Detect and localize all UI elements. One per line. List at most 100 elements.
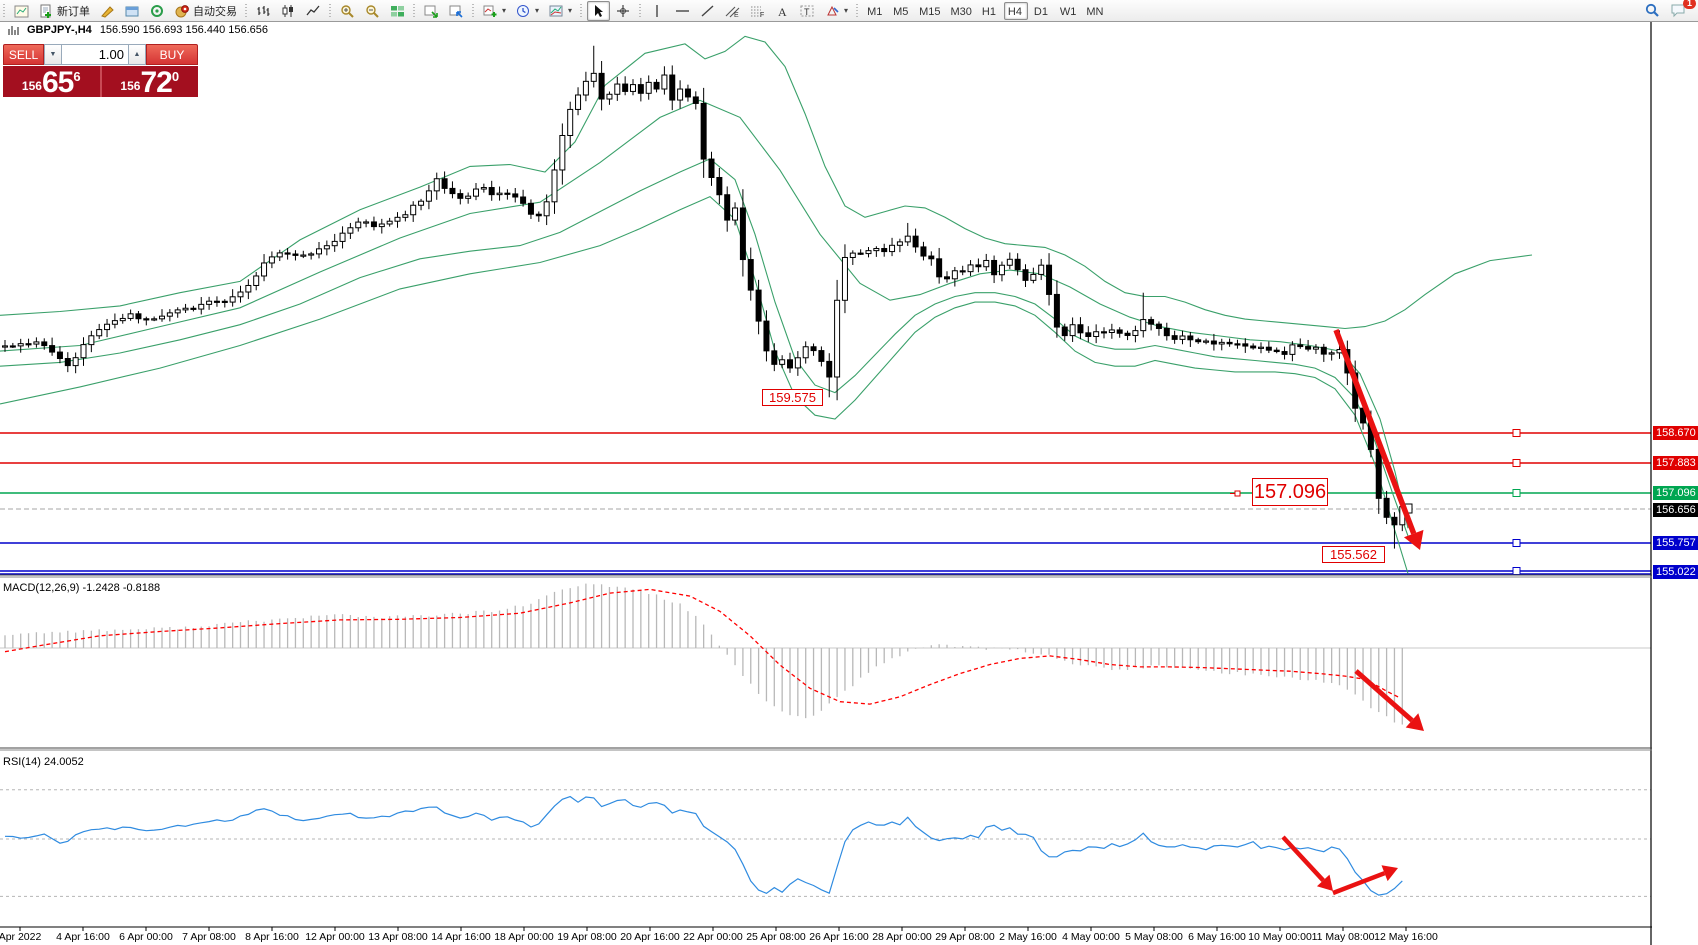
cursor-button[interactable]	[587, 0, 611, 21]
tf-d1-button[interactable]: D1	[1033, 5, 1048, 18]
toolbar-group-chart-type	[251, 1, 326, 21]
symbol-title: GBPJPY-,H4	[27, 24, 92, 36]
time-tick: 20 Apr 16:00	[620, 931, 680, 943]
trendline-button[interactable]	[696, 1, 719, 21]
candlestick-icon	[281, 4, 296, 18]
chevron-down-icon[interactable]: ▾	[502, 6, 507, 15]
tf-m1-button[interactable]: M1	[867, 5, 883, 18]
tile-windows-button[interactable]	[386, 1, 409, 21]
zoom-in-button[interactable]	[336, 1, 359, 21]
time-tick: 22 Apr 00:00	[683, 931, 743, 943]
tf-h1-button[interactable]: H1	[981, 5, 996, 18]
line-chart-button[interactable]	[302, 1, 325, 21]
bar-chart-icon	[256, 4, 271, 18]
buy-button[interactable]: BUY	[146, 44, 198, 65]
svg-text:E: E	[734, 12, 739, 18]
fibonacci-button[interactable]: F	[746, 1, 769, 21]
shapes-button[interactable]: ▾	[821, 1, 852, 21]
time-tick: 12 Apr 00:00	[305, 931, 365, 943]
templates-button[interactable]: ▾	[545, 1, 576, 21]
tf-m5-button[interactable]: M5	[893, 5, 909, 18]
tf-h4-button[interactable]: H4	[1003, 1, 1028, 20]
toolbar-group-grip[interactable]	[328, 3, 333, 18]
text-button[interactable]: A	[771, 1, 794, 21]
arrange-windows-button[interactable]	[445, 1, 468, 21]
toolbar-group-grip[interactable]	[855, 3, 861, 18]
time-tick: 25 Apr 08:00	[746, 931, 806, 943]
horizontal-line-button[interactable]	[671, 1, 694, 21]
svg-text:T: T	[804, 7, 810, 17]
time-tick: 2 May 16:00	[999, 931, 1057, 943]
autotrade-button[interactable]: 自动交易	[171, 1, 241, 21]
chevron-down-icon[interactable]: ▾	[844, 6, 849, 15]
text-icon: A	[775, 4, 790, 18]
toolbar-group-standard: 新订单 自动交易	[9, 1, 242, 21]
auto-arrange-button[interactable]	[420, 1, 443, 21]
toolbar-group-grip[interactable]	[2, 3, 7, 18]
volume-input[interactable]	[62, 44, 128, 65]
volume-down-button[interactable]: ▼	[44, 44, 62, 65]
market-watch-button[interactable]	[146, 1, 169, 21]
toolbar-group-grip[interactable]	[244, 3, 249, 18]
volume-up-button[interactable]: ▲	[128, 44, 146, 65]
price-badge: 158.670	[1653, 426, 1698, 440]
zoom-out-button[interactable]	[361, 1, 384, 21]
tf-mn-button[interactable]: MN	[1086, 5, 1104, 18]
time-tick: 6 May 16:00	[1188, 931, 1246, 943]
notification-badge: 1	[1682, 0, 1696, 9]
time-tick: Apr 2022	[0, 931, 42, 943]
toolbar-group-pointer	[586, 0, 636, 21]
time-tick: 11 May 08:00	[1311, 931, 1375, 943]
notifications-button[interactable]: 1	[1666, 0, 1696, 21]
buy-price[interactable]: 156 72 0	[120, 66, 180, 99]
candlestick-chart-button[interactable]	[277, 1, 300, 21]
toolbar-group-grip[interactable]	[579, 3, 585, 18]
tf-m15-button[interactable]: M15	[919, 5, 941, 18]
chevron-down-icon[interactable]: ▾	[535, 6, 540, 15]
autotrade-icon	[175, 4, 190, 18]
styler-icon	[100, 4, 115, 18]
periods-button[interactable]: ▾	[512, 1, 543, 21]
time-tick: 26 Apr 16:00	[809, 931, 869, 943]
chart-window-button[interactable]	[10, 1, 33, 21]
profiles-button[interactable]	[121, 1, 144, 21]
search-icon	[1644, 3, 1660, 18]
autotrade-label: 自动交易	[193, 5, 237, 18]
styler-button[interactable]	[96, 1, 119, 21]
tf-m30-button[interactable]: M30	[950, 5, 972, 18]
search-button[interactable]	[1640, 1, 1664, 21]
toolbar-group-grip[interactable]	[638, 3, 644, 18]
time-tick: 10 May 00:00	[1248, 931, 1312, 943]
periods-icon	[516, 4, 531, 18]
price-callout: 157.096	[1252, 478, 1328, 506]
zoom-out-icon	[365, 4, 380, 18]
sell-price[interactable]: 156 65 6	[21, 66, 81, 99]
new-order-label: 新订单	[57, 5, 90, 18]
sell-button[interactable]: SELL	[3, 44, 44, 65]
zoom-in-icon	[340, 4, 355, 18]
price-badge: 157.883	[1653, 456, 1698, 470]
time-tick: 8 Apr 16:00	[245, 931, 299, 943]
bar-chart-button[interactable]	[252, 1, 275, 21]
crosshair-button[interactable]	[612, 1, 635, 21]
tf-w1-button[interactable]: W1	[1059, 5, 1077, 18]
shapes-icon	[825, 4, 840, 18]
toolbar-group-grip[interactable]	[471, 3, 476, 18]
tile-windows-icon	[390, 4, 405, 18]
equidistant-channel-button[interactable]: E	[721, 1, 744, 21]
vertical-line-button[interactable]	[646, 1, 669, 21]
toolbar-group-grip[interactable]	[412, 3, 417, 18]
add-indicator-button[interactable]: ▾	[479, 1, 510, 21]
macd-label: MACD(12,26,9) -1.2428 -0.8188	[3, 582, 161, 594]
new-order-button[interactable]: 新订单	[35, 1, 94, 21]
chevron-down-icon[interactable]: ▾	[568, 6, 573, 15]
toolbar-group-timeframes: M1 M5 M15 M30 H1 H4 D1 W1 MN	[862, 1, 1108, 21]
price-axis[interactable]	[1652, 22, 1698, 945]
toolbar-group-arrange	[419, 1, 469, 21]
text-label-button[interactable]: T	[796, 1, 819, 21]
symbol-ohlc: 156.590 156.693 156.440 156.656	[99, 24, 269, 36]
time-tick: 6 Apr 00:00	[119, 931, 173, 943]
symbol-bar: GBPJPY-,H4 156.590 156.693 156.440 156.6…	[8, 24, 268, 36]
auto-arrange-icon	[424, 4, 439, 18]
